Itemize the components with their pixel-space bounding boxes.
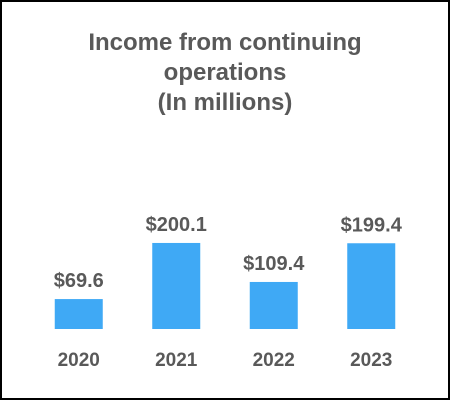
x-tick-label: 2020 — [58, 350, 100, 371]
chart-subtitle: (In millions) — [157, 89, 293, 116]
x-tick-label: 2023 — [350, 350, 392, 371]
bar — [54, 299, 103, 329]
value-label: $199.4 — [341, 214, 403, 236]
bar — [249, 281, 298, 329]
value-label: $200.1 — [146, 214, 207, 236]
value-label: $69.6 — [54, 270, 104, 292]
title-block: Income from continuing operations (In mi… — [2, 28, 448, 118]
bar — [347, 243, 396, 329]
x-tick-label: 2022 — [253, 350, 295, 371]
chart-title: Income from continuing operations — [88, 29, 362, 86]
value-label: $109.4 — [243, 253, 305, 275]
x-tick-label: 2021 — [155, 350, 198, 371]
bar — [152, 242, 201, 329]
